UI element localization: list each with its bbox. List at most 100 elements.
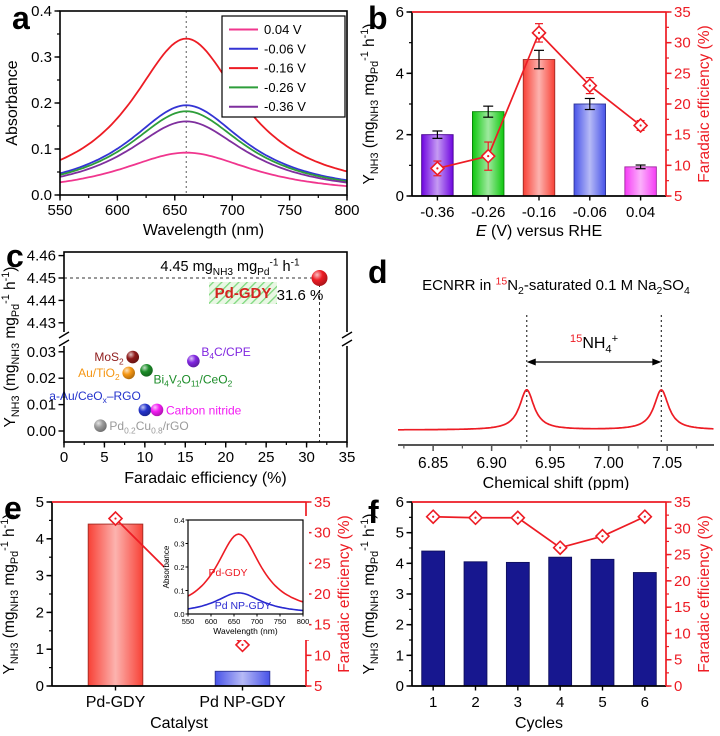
- arrowhead-left: [526, 358, 536, 366]
- category-label: Pd NP-GDY: [199, 694, 286, 711]
- y-tick-label: 0.00: [27, 423, 56, 440]
- axis-break-mark: [341, 331, 353, 339]
- fe-line: [433, 515, 646, 549]
- inset-chart: 0.0 0.1 0.2 0.3 0.4 550 600 650 700 750 800 Absorba…: [162, 516, 309, 640]
- panel-d-chart: 15NH4+ 6.85 6.90 6.95 7.00 7.05 Chemical shift…: [398, 275, 714, 490]
- panel-label-a: a: [12, 0, 30, 36]
- right-axis-label: Faradaic efficiency (%): [336, 515, 353, 672]
- panel-f-chart: 0 1 2 3 4 5 6 0 5 10 15 20 25 30 35 1 2 3 4 5 6 Cycles YNH3 (m…: [360, 494, 713, 732]
- left-tick-label: 0: [396, 678, 404, 695]
- spectrum-curve: [59, 104, 348, 182]
- catalyst-point: [140, 363, 153, 377]
- x-axis-label: E (V) versus RHE: [476, 223, 602, 240]
- right-tick-label: 15: [674, 127, 691, 144]
- panel-a: a 550 600 650 700 750 800 0.0 0.1 0.2 0.3 0.4 Wavel…: [0, 0, 360, 240]
- catalyst-point: [150, 403, 164, 417]
- yield-annotation: 4.45 mgNH3 mgPd-1 h-1: [160, 258, 300, 278]
- category-label: 1: [429, 694, 437, 711]
- left-tick-label: 0: [36, 678, 44, 695]
- right-tick-label: 15: [674, 599, 691, 616]
- spectrum-curve: [59, 151, 348, 187]
- inset-x-tick: 600: [205, 617, 218, 626]
- left-tick-label: 2: [36, 604, 44, 621]
- left-tick-label: 2: [396, 617, 404, 634]
- bar: [505, 561, 530, 687]
- y-tick-label: 4.44: [27, 292, 56, 309]
- inset-x-tick: 700: [251, 617, 264, 626]
- right-tick-label: 10: [314, 647, 331, 664]
- highlight-box-label: Pd-GDY: [215, 285, 272, 302]
- y-axis-label: YNH3 (mgNH3 mgPd-1 h-1): [0, 514, 21, 675]
- bar: [624, 166, 657, 197]
- left-tick-label: 2: [396, 127, 404, 144]
- x-tick-label: 750: [277, 202, 302, 219]
- legend-label: -0.16 V: [264, 61, 306, 76]
- bar: [590, 558, 615, 687]
- right-axis-label: Faradaic efficiency (%): [696, 25, 713, 182]
- right-tick-label: 30: [674, 520, 691, 537]
- right-tick-label: 35: [674, 494, 691, 511]
- x-tick-label: 6.95: [535, 455, 565, 472]
- bar: [463, 561, 488, 687]
- panel-label-f: f: [368, 494, 379, 530]
- right-tick-label: 30: [674, 35, 691, 52]
- right-tick-label: 25: [314, 555, 331, 572]
- axis-break-mark: [58, 339, 70, 347]
- left-tick-label: 4: [396, 555, 404, 572]
- inset-series-label: Pd-GDY: [208, 567, 247, 579]
- x-tick-label: 35: [339, 449, 356, 466]
- x-tick-label: 20: [217, 449, 234, 466]
- nmr-spectrum-curve: [398, 388, 714, 431]
- inset-x-tick: 750: [274, 617, 287, 626]
- category-label: 2: [471, 694, 479, 711]
- bar: [548, 556, 573, 687]
- x-tick-label: 10: [137, 449, 154, 466]
- right-tick-label: 10: [674, 157, 691, 174]
- inset-x-tick: 550: [182, 617, 195, 626]
- axis-break-mark: [341, 339, 353, 347]
- inset-y-tick: 0.1: [174, 586, 184, 595]
- panel-e: e 0 1 2 3 4 5 5 10 15 20 25 30 35 Pd-GDY Pd NP-GDY Cata…: [0, 490, 360, 736]
- right-tick-label: 30: [314, 525, 331, 542]
- panel-label-b: b: [368, 0, 388, 36]
- spectrum-curve: [59, 120, 348, 184]
- left-tick-label: 1: [36, 641, 44, 658]
- legend-label: 0.04 V: [264, 22, 302, 37]
- panel-label-d: d: [368, 254, 388, 290]
- plot-area: 0 1 2 3 4 5 5 10 15 20 25 30 35 Pd-GDY Pd NP-GDY: [36, 494, 331, 711]
- category-label: -0.36: [420, 204, 454, 221]
- x-tick-label: 6.85: [418, 455, 448, 472]
- right-tick-label: 20: [674, 96, 691, 113]
- legend-label: -0.06 V: [264, 41, 306, 56]
- catalyst-label: B4C/CPE: [201, 345, 250, 361]
- inset-y-tick: 0.2: [174, 563, 184, 572]
- left-tick-label: 5: [36, 494, 44, 511]
- catalyst-point: [311, 270, 328, 286]
- catalyst-label: a-Au/CeOx–RGO: [49, 389, 141, 405]
- category-label: -0.06: [573, 204, 607, 221]
- bar: [214, 670, 271, 687]
- right-axis-label: Faradaic efficiency (%): [696, 515, 713, 672]
- plot-area: 550 600 650 700 750 800 0.0 0.1 0.2 0.3 0.4: [31, 3, 359, 219]
- category-label: 6: [641, 694, 649, 711]
- y-tick-label: 0.03: [27, 344, 56, 361]
- x-tick-label: 15: [177, 449, 194, 466]
- y-tick-label: 0.3: [31, 49, 52, 66]
- category-label: 0.04: [626, 204, 655, 221]
- y-tick-label: 0.4: [31, 3, 52, 20]
- y-axis-label: YNH3 (mgNH3 mgPd-1 h-1): [0, 267, 22, 428]
- plot-area: 0 1 2 3 4 5 6 0 5 10 15 20 25 30 35 1 2 3 4 5 6: [396, 494, 691, 711]
- panel-label-c: c: [6, 238, 24, 274]
- panel-e-chart: 0 1 2 3 4 5 5 10 15 20 25 30 35 Pd-GDY Pd NP-GDY Cataly…: [0, 494, 353, 732]
- left-tick-label: 6: [396, 4, 404, 21]
- catalyst-point: [94, 419, 107, 433]
- peak-species-label: 15NH4+: [570, 333, 618, 355]
- x-axis-label: Faradaic efficiency (%): [124, 470, 286, 487]
- x-tick-label: 600: [105, 202, 130, 219]
- catalyst-point: [138, 403, 152, 417]
- y-tick-label: 4.45: [27, 270, 56, 287]
- legend-label: -0.26 V: [264, 80, 306, 95]
- category-label: -0.26: [471, 204, 505, 221]
- bar: [573, 103, 606, 197]
- legend-label: -0.36 V: [264, 99, 306, 114]
